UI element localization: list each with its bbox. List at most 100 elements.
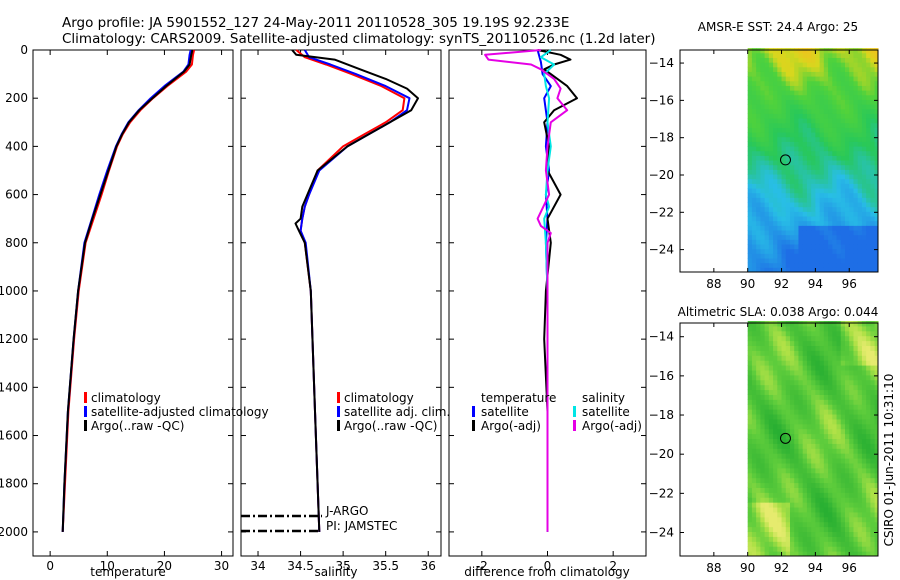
heatmap-cell bbox=[836, 374, 842, 381]
heatmap-cell bbox=[760, 155, 766, 161]
heatmap-cell bbox=[849, 239, 854, 245]
heatmap-cell bbox=[853, 443, 859, 449]
heatmap-cell bbox=[849, 150, 854, 156]
heatmap-cell bbox=[798, 230, 804, 236]
heatmap-cell bbox=[823, 433, 829, 440]
heatmap-cell bbox=[773, 487, 778, 493]
heatmap-cell bbox=[798, 453, 804, 459]
heatmap-cell bbox=[866, 511, 871, 518]
heatmap-cell bbox=[751, 389, 757, 395]
heatmap-cell bbox=[823, 132, 829, 138]
heatmap-cell bbox=[794, 487, 799, 493]
heatmap-cell bbox=[790, 399, 795, 405]
heatmap-cell bbox=[760, 472, 766, 479]
heatmap-cell bbox=[760, 541, 766, 547]
heatmap-cell bbox=[845, 244, 850, 250]
heatmap-cell bbox=[773, 551, 778, 557]
heatmap-cell bbox=[828, 448, 833, 454]
heatmap-cell bbox=[866, 448, 871, 454]
heatmap-cell bbox=[760, 113, 766, 119]
heatmap-cell bbox=[874, 502, 879, 508]
heatmap-cell bbox=[785, 253, 791, 259]
heatmap-cell bbox=[756, 150, 761, 156]
heatmap-cell bbox=[819, 71, 825, 77]
heatmap-cell bbox=[866, 230, 871, 236]
heatmap-cell bbox=[747, 335, 753, 342]
heatmap-cell bbox=[819, 262, 825, 268]
heatmap-cell bbox=[794, 482, 799, 488]
heatmap-cell bbox=[790, 239, 795, 245]
heatmap-cell bbox=[751, 197, 757, 203]
y-tick-label: −14 bbox=[649, 330, 674, 344]
heatmap-cell bbox=[777, 507, 783, 513]
heatmap-cell bbox=[815, 418, 821, 425]
heatmap-cell bbox=[857, 521, 863, 528]
heatmap-cell bbox=[777, 188, 783, 194]
heatmap-cell bbox=[751, 183, 757, 189]
heatmap-cell bbox=[802, 220, 808, 226]
heatmap-cell bbox=[861, 345, 867, 351]
heatmap-cell bbox=[857, 477, 863, 484]
heatmap-cell bbox=[849, 340, 854, 347]
heatmap-cell bbox=[861, 453, 867, 459]
heatmap-cell bbox=[832, 531, 838, 537]
heatmap-cell bbox=[777, 206, 783, 212]
heatmap-cell bbox=[853, 253, 859, 259]
heatmap-cell bbox=[794, 384, 799, 391]
heatmap-cell bbox=[747, 57, 753, 63]
heatmap-cell bbox=[819, 369, 825, 376]
heatmap-cell bbox=[777, 136, 783, 142]
heatmap-cell bbox=[866, 192, 871, 198]
heatmap-cell bbox=[751, 206, 757, 212]
heatmap-cell bbox=[819, 458, 825, 464]
heatmap-cell bbox=[819, 345, 825, 351]
heatmap-cell bbox=[857, 188, 863, 194]
heatmap-cell bbox=[874, 467, 879, 474]
heatmap-cell bbox=[811, 118, 816, 124]
heatmap-cell bbox=[866, 155, 871, 161]
heatmap-cell bbox=[802, 132, 808, 138]
heatmap-cell bbox=[874, 418, 879, 425]
heatmap-cell bbox=[849, 90, 854, 96]
heatmap-cell bbox=[815, 477, 821, 484]
heatmap-cell bbox=[760, 146, 766, 152]
heatmap-cell bbox=[768, 360, 774, 366]
heatmap-cell bbox=[870, 169, 876, 175]
heatmap-cell bbox=[849, 325, 854, 332]
y-tick-label: 1400 bbox=[0, 380, 28, 394]
heatmap-cell bbox=[836, 99, 842, 105]
heatmap-cell bbox=[798, 99, 804, 105]
heatmap-cell bbox=[840, 136, 846, 142]
heatmap-cell bbox=[756, 463, 761, 469]
heatmap-cell bbox=[866, 443, 871, 449]
heatmap-cell bbox=[756, 321, 761, 327]
heatmap-cell bbox=[781, 258, 787, 264]
heatmap-cell bbox=[840, 463, 846, 469]
heatmap-cell bbox=[836, 404, 842, 410]
heatmap-cell bbox=[840, 202, 846, 208]
heatmap-cell bbox=[845, 76, 850, 82]
heatmap-cell bbox=[823, 379, 829, 386]
heatmap-cell bbox=[806, 127, 812, 133]
heatmap-cell bbox=[773, 220, 778, 226]
heatmap-cell bbox=[853, 369, 859, 376]
heatmap-cell bbox=[866, 350, 871, 356]
heatmap-cell bbox=[785, 541, 791, 547]
heatmap-cell bbox=[849, 244, 854, 250]
heatmap-cell bbox=[828, 404, 833, 410]
heatmap-cell bbox=[768, 458, 774, 464]
heatmap-cell bbox=[870, 428, 876, 435]
heatmap-cell bbox=[794, 511, 799, 518]
heatmap-cell bbox=[823, 90, 829, 96]
heatmap-cell bbox=[785, 136, 791, 142]
heatmap-cell bbox=[840, 169, 846, 175]
heatmap-cell bbox=[790, 428, 795, 435]
legend-marker-climatology bbox=[84, 392, 87, 403]
heatmap-cell bbox=[853, 360, 859, 366]
heatmap-cell bbox=[840, 438, 846, 444]
heatmap-cell bbox=[777, 85, 783, 91]
heatmap-cell bbox=[819, 206, 825, 212]
heatmap-cell bbox=[802, 541, 808, 547]
heatmap-cell bbox=[777, 202, 783, 208]
heatmap-cell bbox=[832, 458, 838, 464]
